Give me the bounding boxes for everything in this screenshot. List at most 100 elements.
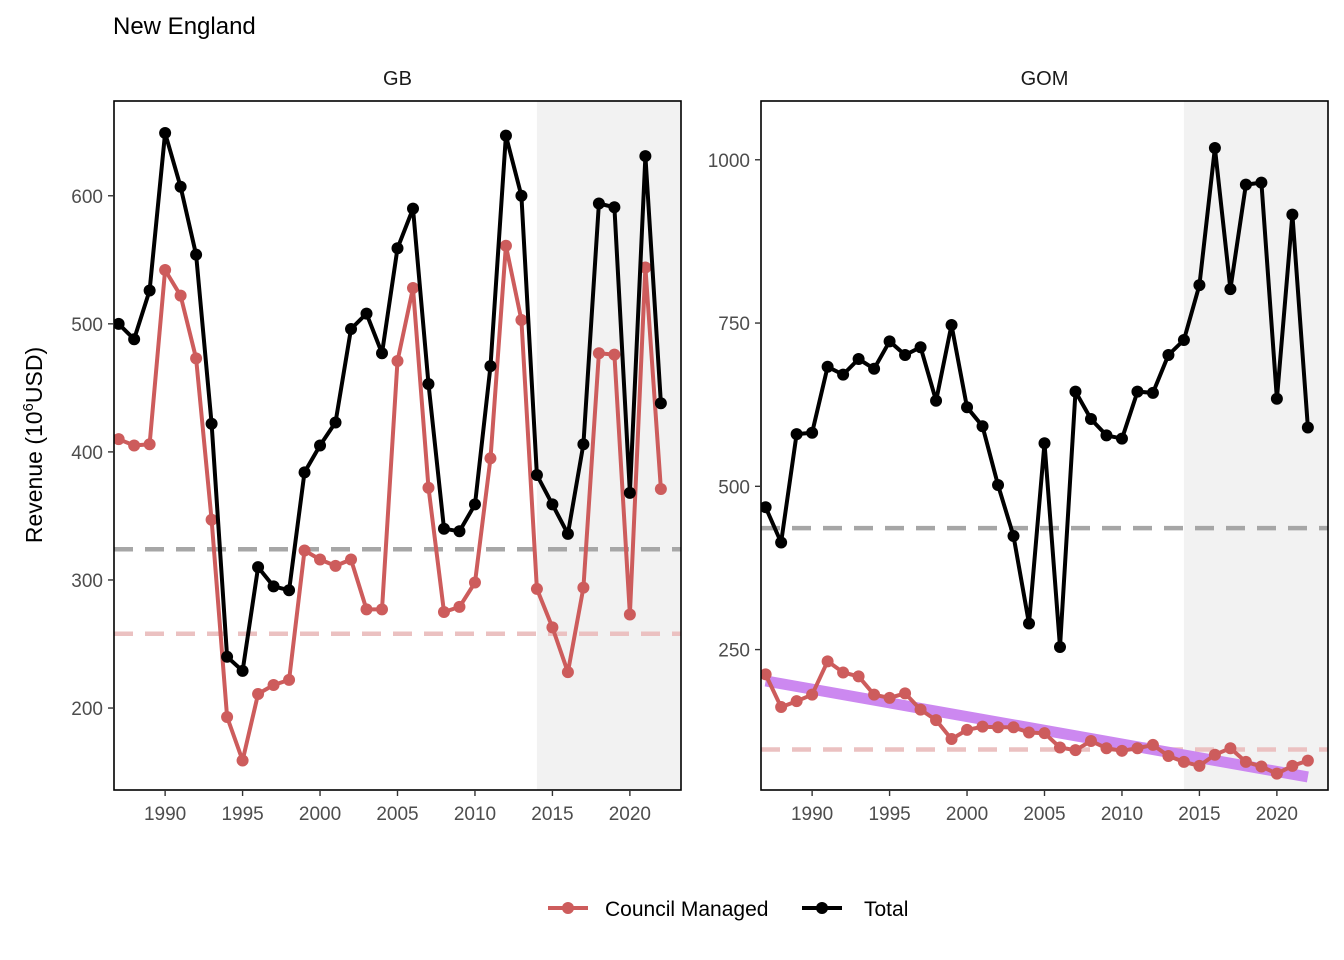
point-council [775, 701, 788, 714]
point-council [914, 703, 927, 716]
point-council [252, 687, 265, 700]
point-total [530, 468, 543, 481]
point-total [128, 333, 141, 346]
point-total [174, 180, 187, 193]
point-council [883, 691, 896, 704]
point-council [437, 605, 450, 618]
point-total [468, 498, 481, 511]
point-total [561, 527, 574, 540]
point-council [376, 603, 389, 616]
y-tick-label: 1000 [708, 151, 750, 172]
point-total [790, 428, 803, 441]
point-total [899, 349, 912, 362]
point-council [499, 239, 512, 252]
point-total [1239, 178, 1252, 191]
y-tick-label: 200 [71, 699, 103, 720]
point-total [1131, 385, 1144, 398]
y-tick-label: 500 [718, 477, 750, 498]
point-council [577, 581, 590, 594]
point-total [1038, 437, 1051, 450]
point-total [1053, 640, 1066, 653]
point-total [1115, 432, 1128, 445]
legend-key-point [816, 902, 828, 914]
point-council [221, 711, 234, 724]
point-council [205, 513, 218, 526]
x-tick-label: 1995 [868, 804, 910, 825]
point-council [546, 621, 559, 634]
x-tick-label: 2000 [946, 804, 988, 825]
point-total [775, 536, 788, 549]
legend-item-council: Council Managed [548, 898, 768, 921]
point-total [143, 284, 156, 297]
x-tick-label: 2015 [531, 804, 573, 825]
point-council [298, 544, 311, 557]
point-total [236, 664, 249, 677]
point-total [1286, 208, 1299, 221]
point-council [1069, 744, 1082, 757]
point-total [1084, 413, 1097, 426]
point-total [298, 466, 311, 479]
point-council [114, 433, 125, 446]
point-council [1255, 760, 1268, 773]
point-council [515, 313, 528, 326]
y-tick-label: 600 [71, 187, 103, 208]
point-total [945, 319, 958, 332]
point-total [283, 584, 296, 597]
series-line-council [117, 243, 663, 763]
point-total [499, 129, 512, 142]
point-total [314, 439, 327, 452]
point-total [221, 650, 234, 663]
point-total [1270, 392, 1283, 405]
point-council [561, 666, 574, 679]
plot-area [114, 101, 681, 790]
legend-item-total: Total [802, 898, 908, 921]
x-tick-label: 2005 [1023, 804, 1065, 825]
point-total [515, 189, 528, 202]
y-tick-label: 300 [71, 571, 103, 592]
point-total [546, 498, 559, 511]
y-tick-label: 500 [71, 315, 103, 336]
point-council [1007, 721, 1020, 734]
point-council [592, 347, 605, 360]
point-total [1162, 349, 1175, 362]
point-council [1286, 759, 1299, 772]
point-total [159, 127, 172, 140]
point-total [1177, 334, 1190, 347]
point-total [437, 522, 450, 535]
legend: Council Managed Total [548, 898, 908, 921]
point-council [821, 655, 834, 668]
point-council [314, 553, 327, 566]
panel-gb: GB 200 300 400 500 600 1990 1995 2000 2005 2010 201… [71, 68, 682, 825]
x-tick-label: 2020 [1256, 804, 1298, 825]
point-council [236, 754, 249, 767]
x-tick-label: 1990 [144, 804, 186, 825]
panel-gom: GOM 250 500 750 1000 1990 1995 2000 2005 2010 2015… [708, 68, 1329, 825]
point-total [1146, 386, 1159, 399]
point-council [1177, 755, 1190, 768]
point-council [608, 348, 621, 361]
legend-label: Total [864, 898, 908, 921]
point-total [806, 426, 819, 439]
point-council [961, 723, 974, 736]
point-council [930, 714, 943, 727]
shaded-period [1183, 101, 1328, 790]
point-council [283, 673, 296, 686]
point-total [992, 479, 1005, 492]
point-total [761, 501, 772, 514]
point-council [945, 733, 958, 746]
x-tick-label: 2010 [454, 804, 496, 825]
x-tick-label: 2000 [299, 804, 341, 825]
point-total [453, 525, 466, 538]
point-total [914, 341, 927, 354]
point-total [930, 394, 943, 407]
point-total [422, 378, 435, 391]
y-tick-label: 750 [718, 314, 750, 335]
x-tick-label: 1990 [791, 804, 833, 825]
x-tick-label: 2010 [1101, 804, 1143, 825]
point-total [883, 335, 896, 348]
point-council [1115, 744, 1128, 757]
point-council [1084, 735, 1097, 748]
point-total [976, 420, 989, 433]
legend-key-point [562, 902, 574, 914]
